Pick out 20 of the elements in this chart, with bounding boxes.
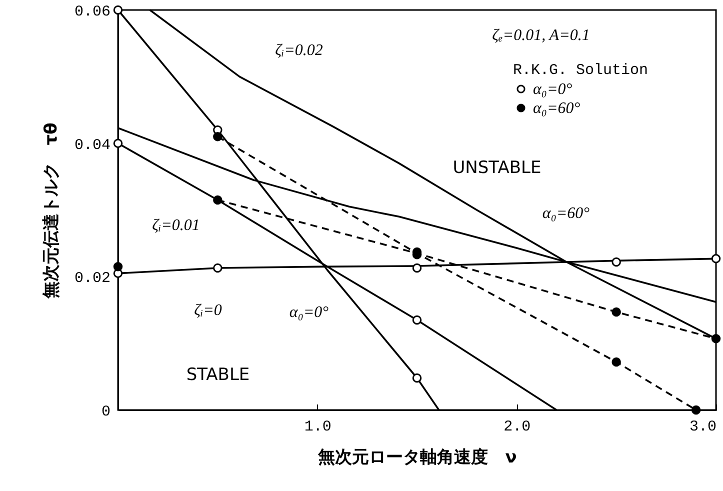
y-tick-label: 0.02 [74, 270, 110, 288]
legend-label: α₀=60° [533, 100, 581, 117]
annotation: ζᵢ=0.01 [152, 217, 200, 234]
y-tick-label: 0.06 [74, 4, 110, 20]
y-tick-label: 0 [101, 404, 110, 420]
annotation: ζᵢ=0 [194, 302, 222, 319]
annotation: ζᵢ=0.02 [275, 42, 323, 59]
x-axis-title: 無次元ロータ軸角速度 ν [317, 448, 517, 468]
x-tick-label: 1.0 [304, 418, 332, 436]
y-axis-title: 無次元伝達トルク τθ [41, 122, 62, 300]
x-tick-label: 3.0 [689, 418, 716, 436]
annotation: ζₑ=0.01, A=0.1 [492, 27, 590, 44]
x-tick-label: 2.0 [504, 418, 531, 436]
annotation: STABLE [186, 365, 250, 385]
annotation: UNSTABLE [452, 158, 542, 178]
annotation: α₀=0° [289, 304, 330, 321]
legend-label: α₀=0° [533, 81, 573, 98]
y-tick-label: 0.04 [74, 136, 110, 154]
legend-title: R.K.G. Solution [513, 62, 648, 79]
annotation: α₀=60° [542, 205, 590, 222]
